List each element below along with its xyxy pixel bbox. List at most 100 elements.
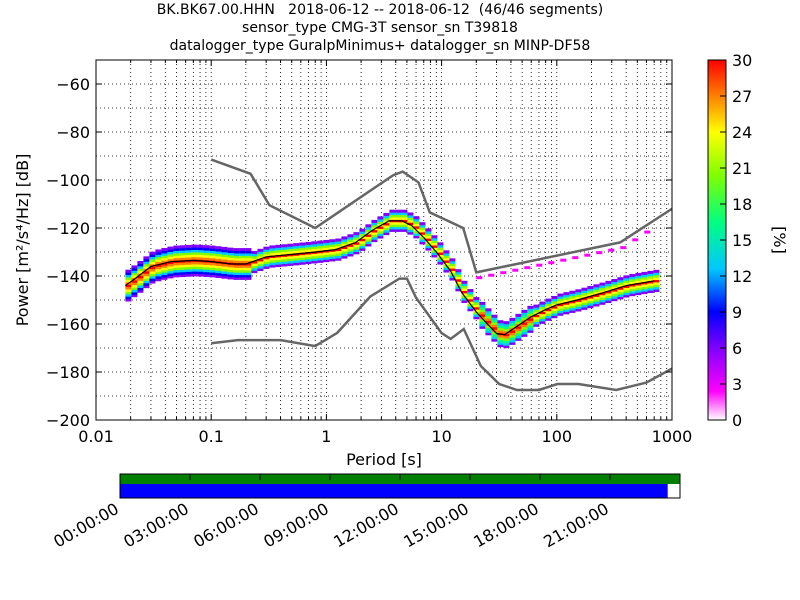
heatmap-cell bbox=[401, 219, 408, 223]
heatmap-cell bbox=[581, 297, 588, 301]
heatmap-cell bbox=[239, 248, 246, 252]
heatmap-cell bbox=[233, 274, 240, 278]
heatmap-cell bbox=[197, 263, 204, 267]
heatmap-cell bbox=[197, 251, 204, 255]
heatmap-cell bbox=[623, 292, 630, 296]
heatmap-cell bbox=[557, 312, 564, 316]
heatmap-cell bbox=[155, 251, 162, 255]
coverage-bar-blue bbox=[120, 484, 668, 498]
heatmap-cell bbox=[335, 238, 342, 242]
heatmap-cell bbox=[473, 306, 480, 310]
heatmap-cell bbox=[281, 246, 288, 250]
heatmap-cell bbox=[263, 251, 270, 255]
heatmap-cell bbox=[137, 268, 144, 272]
heatmap-cell bbox=[257, 265, 264, 269]
heatmap-cell bbox=[179, 252, 186, 256]
heatmap-cell bbox=[251, 270, 258, 274]
heatmap-cell bbox=[299, 244, 306, 248]
heatmap-cell bbox=[239, 257, 246, 261]
heatmap-cell bbox=[449, 277, 456, 281]
heatmap-cell bbox=[647, 270, 654, 274]
heatmap-cell bbox=[425, 230, 432, 234]
colorbar-tick-label: 12 bbox=[732, 267, 752, 286]
heatmap-cell bbox=[569, 293, 576, 297]
heatmap-cell bbox=[419, 222, 426, 226]
heatmap-cell bbox=[131, 265, 138, 269]
heatmap-cell bbox=[227, 250, 234, 254]
heatmap-cell bbox=[509, 329, 516, 333]
heatmap-cell bbox=[563, 296, 570, 300]
heatmap-cell bbox=[473, 297, 480, 301]
heatmap-cell bbox=[191, 271, 198, 275]
heatmap-cell bbox=[155, 261, 162, 265]
heatmap-cell bbox=[257, 263, 264, 267]
heatmap-cell bbox=[269, 259, 276, 263]
heatmap-cell bbox=[353, 239, 360, 243]
heatmap-cell bbox=[605, 280, 612, 284]
heatmap-cell bbox=[431, 249, 438, 253]
heatmap-cell bbox=[479, 318, 486, 322]
heatmap-cell bbox=[413, 233, 420, 237]
heatmap-cell bbox=[161, 269, 168, 273]
heatmap-cell bbox=[527, 305, 534, 309]
heatmap-cell bbox=[359, 231, 366, 235]
time-tick-label: 12:00:00 bbox=[330, 499, 402, 551]
heatmap-cell bbox=[509, 332, 516, 336]
heatmap-cell bbox=[455, 285, 462, 289]
heatmap-cell bbox=[245, 267, 252, 271]
heatmap-cell bbox=[611, 288, 618, 292]
heatmap-cell bbox=[137, 263, 144, 267]
heatmap-cell bbox=[473, 316, 480, 320]
heatmap-cell bbox=[488, 273, 495, 277]
heatmap-cell bbox=[371, 239, 378, 243]
heatmap-cell bbox=[251, 250, 258, 254]
heatmap-cell bbox=[641, 274, 648, 278]
heatmap-cell bbox=[353, 241, 360, 245]
time-tick-label: 00:00:00 bbox=[50, 499, 122, 551]
heatmap-cell bbox=[629, 290, 636, 294]
time-tick-label: 21:00:00 bbox=[540, 499, 612, 551]
heatmap-cell bbox=[233, 276, 240, 280]
heatmap-cell bbox=[221, 254, 228, 258]
heatmap-cell bbox=[551, 303, 558, 307]
heatmap-cell bbox=[485, 313, 492, 317]
heatmap-cell bbox=[629, 273, 636, 277]
heatmap-cell bbox=[584, 253, 591, 257]
heatmap-cell bbox=[137, 282, 144, 286]
heatmap-cell bbox=[161, 252, 168, 256]
heatmap-cell bbox=[425, 247, 432, 251]
heatmap-cell bbox=[389, 224, 396, 228]
heatmap-cell bbox=[293, 245, 300, 249]
heatmap-cell bbox=[371, 229, 378, 233]
y-tick-label: −200 bbox=[46, 411, 90, 430]
heatmap-cell bbox=[221, 263, 228, 267]
heatmap-cell bbox=[245, 252, 252, 256]
time-tick-label: 03:00:00 bbox=[120, 499, 192, 551]
heatmap-cell bbox=[347, 246, 354, 250]
heatmap-cell bbox=[587, 305, 594, 309]
heatmap-cell bbox=[317, 245, 324, 249]
heatmap-cell bbox=[257, 251, 264, 255]
heatmap-cell bbox=[251, 262, 258, 266]
heatmap-cell bbox=[491, 314, 498, 318]
heatmap-cell bbox=[329, 244, 336, 248]
heatmap-cell bbox=[239, 276, 246, 280]
heatmap-cell bbox=[155, 271, 162, 275]
heatmap-cell bbox=[263, 258, 270, 262]
heatmap-cell bbox=[491, 336, 498, 340]
heatmap-cell bbox=[539, 306, 546, 310]
heatmap-cell bbox=[413, 235, 420, 239]
heatmap-cell bbox=[323, 244, 330, 248]
heatmap-cell bbox=[509, 320, 516, 324]
heatmap-cell bbox=[269, 250, 276, 254]
heatmap-cell bbox=[389, 228, 396, 232]
heatmap-cell bbox=[575, 298, 582, 302]
heatmap-cell bbox=[407, 229, 414, 233]
heatmap-cell bbox=[275, 244, 282, 248]
heatmap-cell bbox=[563, 292, 570, 296]
heatmap-cell bbox=[383, 217, 390, 221]
heatmap-cell bbox=[203, 252, 210, 256]
heatmap-cell bbox=[173, 269, 180, 273]
series-nhnm-line bbox=[210, 158, 672, 274]
heatmap-cell bbox=[371, 219, 378, 223]
